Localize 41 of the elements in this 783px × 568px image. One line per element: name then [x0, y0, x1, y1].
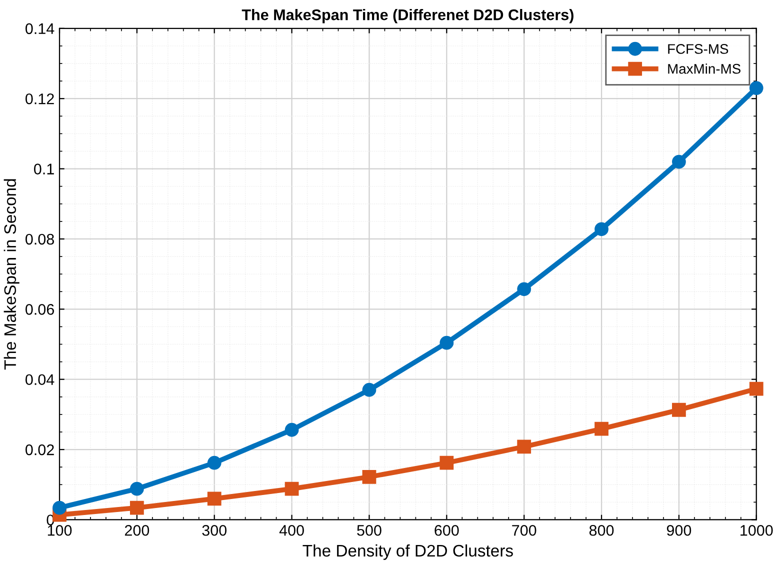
point: [440, 336, 454, 350]
x-tick-label: 900: [666, 524, 692, 536]
x-tick-label: 300: [202, 524, 227, 536]
chart-title: The MakeSpan Time (Differenet D2D Clusters): [242, 8, 574, 24]
point: [594, 422, 608, 436]
point: [749, 81, 764, 96]
point: [362, 470, 376, 484]
x-tick-label: 700: [512, 524, 536, 536]
x-tick-label: 800: [589, 524, 614, 536]
x-tick-label: 600: [434, 524, 459, 536]
point: [517, 440, 532, 454]
y-tick-label: 0.04: [26, 374, 54, 386]
y-axis-title: The MakeSpan in Second: [4, 179, 20, 370]
x-axis-title: The Density of D2D Clusters: [302, 544, 513, 560]
x-tick-label: 200: [124, 524, 150, 536]
legend-label: FCFS-MS: [668, 44, 728, 54]
point: [284, 482, 299, 496]
y-tick-label: 0.06: [26, 304, 54, 315]
legend-label: MaxMin-MS: [668, 64, 740, 74]
y-tick-label: 0.08: [26, 234, 54, 245]
point: [440, 456, 454, 470]
y-tick-label: 0.14: [26, 23, 54, 34]
point: [52, 500, 66, 515]
point: [207, 456, 222, 470]
x-tick-label: 1000: [740, 524, 773, 536]
point: [517, 282, 532, 296]
point: [594, 222, 608, 236]
point: [130, 500, 144, 515]
point: [130, 482, 144, 496]
y-tick-label: 0.12: [26, 93, 54, 104]
point: [672, 154, 686, 169]
x-tick-label: 400: [279, 524, 304, 536]
point: [284, 422, 299, 437]
point: [362, 382, 376, 397]
y-tick-label: 0.1: [34, 164, 54, 174]
point: [207, 492, 222, 506]
x-tick-label: 100: [48, 524, 72, 536]
y-tick-label: 0.02: [26, 444, 54, 456]
point: [749, 382, 764, 396]
x-tick-label: 500: [357, 524, 382, 536]
point: [672, 402, 686, 417]
